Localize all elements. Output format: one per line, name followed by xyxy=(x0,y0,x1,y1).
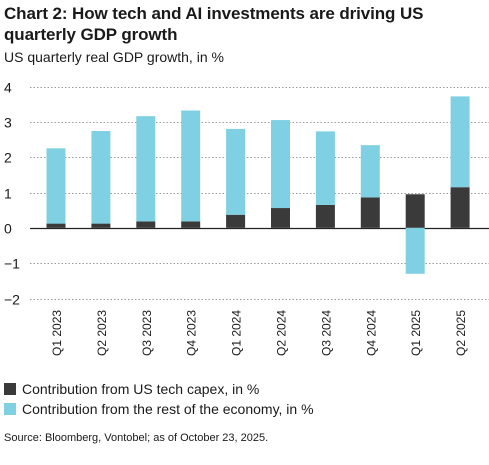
bar-rest-of-economy xyxy=(136,116,156,222)
x-tick-label: Q3 2024 xyxy=(319,310,333,356)
x-tick-label: Q3 2023 xyxy=(140,310,154,356)
x-tick-label: Q4 2024 xyxy=(364,310,378,356)
bar-rest-of-economy xyxy=(181,110,201,222)
x-tick-label: Q4 2023 xyxy=(185,310,199,356)
y-tick-label: −2 xyxy=(4,292,20,308)
y-tick-label: 0 xyxy=(4,221,12,237)
legend-item-tech-capex: Contribution from US tech capex, in % xyxy=(4,379,314,399)
x-tick-label: Q1 2024 xyxy=(230,310,244,356)
bar-tech-capex xyxy=(315,204,335,228)
y-tick-label: 1 xyxy=(4,186,12,202)
legend-swatch-rest-of-economy xyxy=(4,403,16,415)
bar-tech-capex xyxy=(136,221,156,228)
bar-rest-of-economy xyxy=(405,227,425,274)
bar-tech-capex xyxy=(46,223,66,228)
x-tick-label: Q2 2025 xyxy=(454,310,468,356)
chart-subtitle: US quarterly real GDP growth, in % xyxy=(4,49,224,65)
bar-tech-capex xyxy=(271,208,290,228)
x-tick-label: Q1 2025 xyxy=(409,310,423,356)
bar-tech-capex xyxy=(405,194,425,228)
x-tick-label: Q2 2023 xyxy=(95,310,109,356)
bar-tech-capex xyxy=(181,221,201,228)
bar-tech-capex xyxy=(360,197,380,228)
bar-tech-capex xyxy=(450,187,470,228)
stacked-bar-chart: −2 −1 0 1 2 3 4 Q1 2023 Q2 2023 Q3 2023 Q4 2023 Q1 … xyxy=(4,80,489,356)
bar-rest-of-economy xyxy=(91,131,111,224)
y-tick-label: 3 xyxy=(4,115,12,131)
legend-swatch-tech-capex xyxy=(4,383,16,395)
chart-title: Chart 2: How tech and AI investments are… xyxy=(4,4,424,44)
y-tick-label: 4 xyxy=(4,80,12,96)
x-tick-label: Q1 2023 xyxy=(50,310,64,356)
bar-rest-of-economy xyxy=(315,131,335,205)
y-tick-label: −1 xyxy=(4,256,20,272)
y-tick-label: 2 xyxy=(4,150,12,166)
legend-label-rest-of-economy: Contribution from the rest of the econom… xyxy=(22,401,314,417)
bar-rest-of-economy xyxy=(360,145,380,198)
bar-rest-of-economy xyxy=(450,96,470,188)
legend-item-rest-of-economy: Contribution from the rest of the econom… xyxy=(4,399,314,419)
bar-rest-of-economy xyxy=(46,148,66,224)
bar-tech-capex xyxy=(91,223,111,228)
bar-rest-of-economy xyxy=(271,120,290,209)
chart-legend: Contribution from US tech capex, in % Co… xyxy=(4,379,314,419)
source-note: Source: Bloomberg, Vontobel; as of Octob… xyxy=(4,432,269,444)
bar-tech-capex xyxy=(226,214,246,228)
bar-rest-of-economy xyxy=(226,128,246,215)
legend-label-tech-capex: Contribution from US tech capex, in % xyxy=(22,381,260,397)
x-tick-label: Q2 2024 xyxy=(275,310,289,356)
